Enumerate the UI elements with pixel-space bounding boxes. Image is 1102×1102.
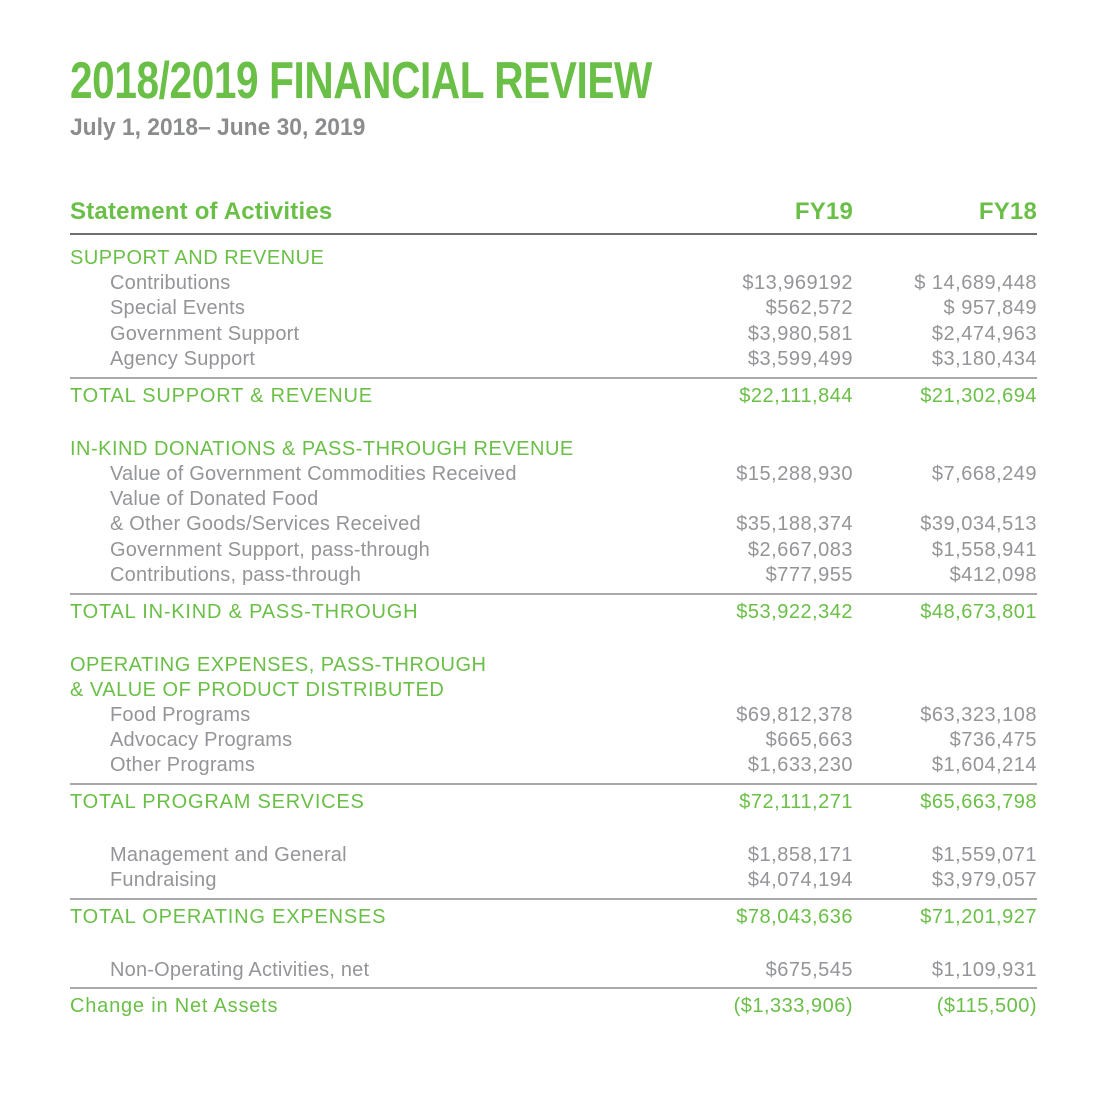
table-row: Value of Donated Food	[70, 487, 1037, 512]
total-fy19-value: $78,043,636	[736, 905, 853, 928]
fy19-value: $675,545	[765, 958, 853, 981]
total-fy19-value: ($1,333,906)	[733, 995, 853, 1018]
fy18-value: $412,098	[949, 564, 1037, 587]
statement-of-activities-table: Statement of Activities FY19 FY18 SUPPOR…	[70, 198, 1037, 1019]
table-row: Value of Government Commodities Received…	[70, 462, 1037, 487]
fy19-value: $69,812,378	[736, 703, 853, 726]
fy18-value: $1,109,931	[931, 958, 1037, 981]
total-fy18-value: $71,201,927	[920, 905, 1037, 928]
fy18-value: $3,180,434	[931, 348, 1037, 371]
financial-review-page: 2018/2019 FINANCIAL REVIEW July 1, 2018–…	[70, 0, 1037, 1019]
total-label: TOTAL IN-KIND & PASS-THROUGH	[70, 600, 419, 623]
total-label: TOTAL OPERATING EXPENSES	[70, 905, 387, 928]
table-row: & Other Goods/Services Received $35,188,…	[70, 512, 1037, 537]
total-row: TOTAL SUPPORT & REVENUE $22,111,844 $21,…	[70, 376, 1037, 409]
fy19-value: $15,288,930	[736, 462, 853, 485]
table-row: Special Events $562,572 $ 957,849	[70, 296, 1037, 321]
fy19-value: $3,599,499	[747, 348, 853, 371]
table-title: Statement of Activities	[70, 198, 333, 225]
fy18-value: $63,323,108	[920, 703, 1037, 726]
total-row: Change in Net Assets ($1,333,906) ($115,…	[70, 987, 1037, 1019]
table-row: Contributions, pass-through $777,955 $41…	[70, 563, 1037, 588]
total-fy18-value: $48,673,801	[920, 600, 1037, 623]
table-row: Advocacy Programs $665,663 $736,475	[70, 728, 1037, 753]
row-label: Food Programs	[110, 703, 251, 726]
table-row: Government Support, pass-through $2,667,…	[70, 538, 1037, 563]
section-in-kind-donations: IN-KIND DONATIONS & PASS-THROUGH REVENUE…	[70, 437, 1037, 625]
page-title: 2018/2019 FINANCIAL REVIEW	[70, 52, 652, 110]
total-row: TOTAL PROGRAM SERVICES $72,111,271 $65,6…	[70, 782, 1037, 815]
fy18-value: $3,979,057	[931, 869, 1037, 892]
table-row: Fundraising $4,074,194 $3,979,057	[70, 868, 1037, 893]
table-row: Non-Operating Activities, net $675,545 $…	[70, 958, 1037, 983]
total-fy18-value: ($115,500)	[936, 995, 1037, 1018]
fy18-value: $1,559,071	[931, 843, 1037, 866]
table-row: Food Programs $69,812,378 $63,323,108	[70, 703, 1037, 728]
page-subtitle: July 1, 2018– June 30, 2019	[70, 114, 366, 141]
row-label: Contributions, pass-through	[110, 564, 362, 587]
row-label: Non-Operating Activities, net	[110, 958, 370, 981]
section-heading: SUPPORT AND REVENUE	[70, 247, 325, 269]
fy18-value: $736,475	[949, 729, 1037, 752]
row-label: Government Support, pass-through	[110, 538, 430, 561]
table-row: Management and General $1,858,171 $1,559…	[70, 843, 1037, 868]
section-heading: OPERATING EXPENSES, PASS-THROUGH & VALUE…	[70, 653, 487, 701]
row-label: Fundraising	[110, 869, 217, 892]
fy19-value: $665,663	[765, 729, 853, 752]
row-label: Value of Government Commodities Received	[110, 462, 517, 485]
fy19-value: $4,074,194	[747, 869, 853, 892]
row-label: Agency Support	[110, 348, 256, 371]
fy18-value: $1,558,941	[931, 538, 1037, 561]
table-row: Agency Support $3,599,499 $3,180,434	[70, 347, 1037, 372]
fy19-value: $2,667,083	[747, 538, 853, 561]
fy19-value: $1,858,171	[747, 843, 853, 866]
fy18-value: $39,034,513	[920, 513, 1037, 536]
total-row: TOTAL IN-KIND & PASS-THROUGH $53,922,342…	[70, 592, 1037, 625]
fy18-value: $2,474,963	[931, 322, 1037, 345]
fy19-value: $777,955	[765, 564, 853, 587]
table-row: Contributions $13,969192 $ 14,689,448	[70, 271, 1037, 296]
fy18-value: $7,668,249	[931, 462, 1037, 485]
total-fy19-value: $22,111,844	[739, 384, 853, 407]
row-label: Advocacy Programs	[110, 729, 293, 752]
total-fy19-value: $53,922,342	[736, 600, 853, 623]
table-row: Other Programs $1,633,230 $1,604,214	[70, 753, 1037, 778]
section-heading: IN-KIND DONATIONS & PASS-THROUGH REVENUE	[70, 437, 574, 460]
total-row: TOTAL OPERATING EXPENSES $78,043,636 $71…	[70, 897, 1037, 930]
fy19-value: $3,980,581	[747, 322, 853, 345]
fy19-value: $13,969192	[742, 272, 853, 294]
section-total-operating-expenses: Management and General $1,858,171 $1,559…	[70, 843, 1037, 930]
total-fy18-value: $21,302,694	[920, 384, 1037, 407]
fy19-value: $562,572	[765, 297, 853, 320]
total-label: TOTAL SUPPORT & REVENUE	[70, 384, 373, 407]
section-operating-expenses: OPERATING EXPENSES, PASS-THROUGH & VALUE…	[70, 653, 1037, 815]
fy19-value: $1,633,230	[747, 754, 853, 777]
total-label: Change in Net Assets	[70, 995, 279, 1018]
fy18-value: $1,604,214	[931, 754, 1037, 777]
section-support-and-revenue: SUPPORT AND REVENUE Contributions $13,96…	[70, 246, 1037, 409]
row-label: Management and General	[110, 843, 347, 866]
fy18-value: $ 14,689,448	[914, 272, 1037, 294]
total-label: TOTAL PROGRAM SERVICES	[70, 790, 365, 813]
row-label: Government Support	[110, 322, 300, 345]
row-label: Special Events	[110, 297, 246, 320]
row-label: Other Programs	[110, 754, 256, 777]
row-label: & Other Goods/Services Received	[110, 513, 421, 536]
fy19-value: $35,188,374	[736, 513, 853, 536]
column-header-fy18: FY18	[978, 198, 1037, 225]
section-change-in-net-assets: Non-Operating Activities, net $675,545 $…	[70, 958, 1037, 1019]
row-label: Value of Donated Food	[110, 488, 319, 511]
total-fy19-value: $72,111,271	[739, 790, 853, 813]
fy18-value: $ 957,849	[943, 297, 1037, 320]
column-header-fy19: FY19	[794, 198, 853, 225]
total-fy18-value: $65,663,798	[920, 790, 1037, 813]
table-row: Government Support $3,980,581 $2,474,963	[70, 322, 1037, 347]
table-header-row: Statement of Activities FY19 FY18	[70, 198, 1037, 235]
row-label: Contributions	[110, 272, 231, 294]
